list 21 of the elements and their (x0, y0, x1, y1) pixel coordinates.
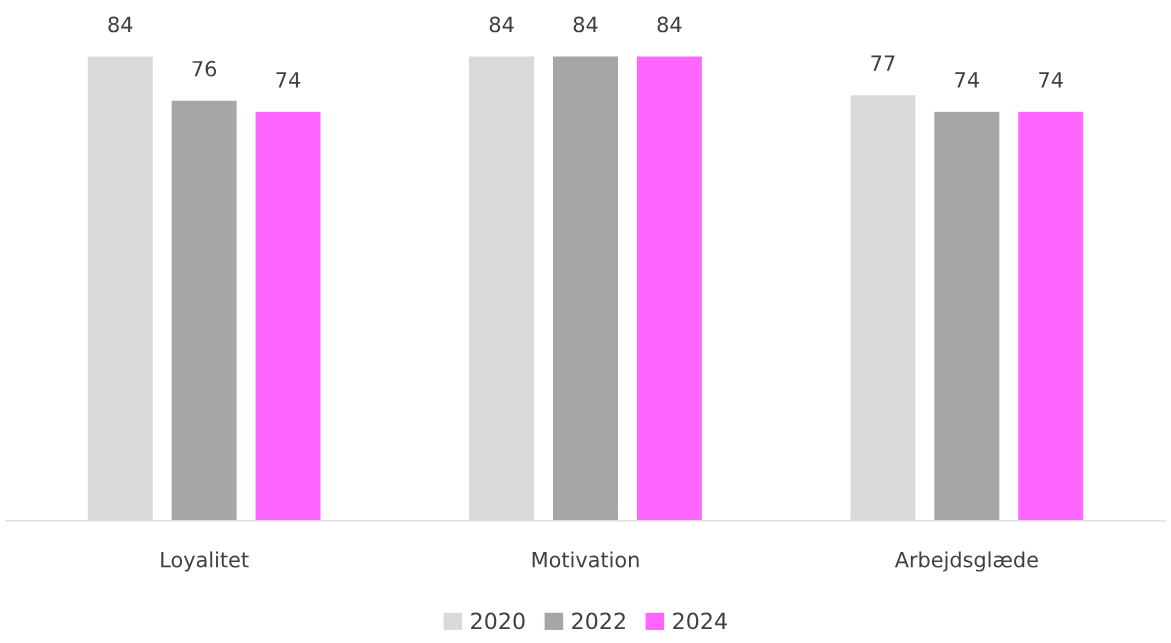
data-label: 76 (192, 60, 217, 77)
data-label: 84 (108, 16, 133, 33)
legend-label: 2020 (471, 612, 525, 630)
bar (635, 55, 704, 521)
data-label: 77 (871, 55, 895, 71)
legend-label: 2022 (572, 612, 625, 630)
data-label: 74 (955, 72, 979, 88)
data-label: 84 (657, 16, 682, 33)
bar (932, 110, 1001, 521)
bar (254, 110, 322, 521)
x-tick-label: Arbejdsglæde (894, 551, 1038, 572)
bar (1016, 110, 1085, 521)
data-label: 74 (1039, 72, 1063, 88)
data-label: 84 (489, 16, 514, 33)
bar (551, 55, 620, 521)
legend-label: 2024 (673, 612, 727, 630)
x-tick-label: Motivation (532, 551, 639, 568)
bar (170, 99, 239, 521)
data-label: 74 (276, 72, 301, 88)
data-label: 84 (573, 16, 598, 33)
x-tick-label: Loyalitet (161, 551, 249, 572)
